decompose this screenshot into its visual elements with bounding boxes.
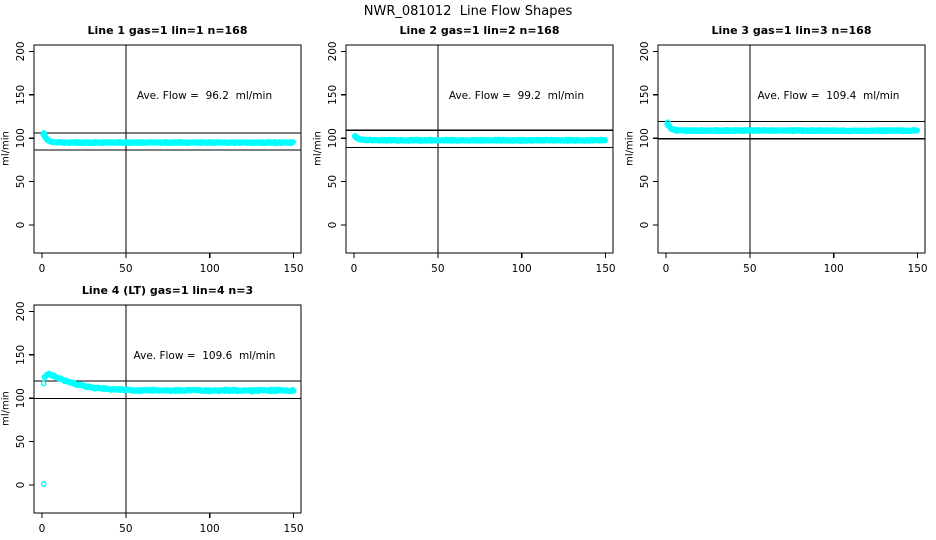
- panel-line3: Line 3 gas=1 lin=3 n=168 Ave. Flow = 109…: [624, 0, 936, 272]
- x-tick-label: 50: [743, 263, 756, 275]
- y-tick-label: 100: [327, 128, 339, 148]
- data-points-series: [40, 130, 296, 147]
- y-axis-label: ml/min: [312, 131, 324, 166]
- x-tick-label: 150: [596, 263, 616, 275]
- panel-plot: 0 50 100 150 0 50 100 150 200: [327, 41, 616, 275]
- panel-line1: Line 1 gas=1 lin=1 n=168 Ave. Flow = 96.…: [0, 0, 312, 272]
- x-tick-label: 150: [284, 263, 304, 275]
- x-tick-label: 0: [663, 263, 670, 275]
- y-tick-label: 0: [327, 222, 339, 229]
- y-tick-label: 100: [15, 128, 27, 148]
- y-tick-label: 150: [15, 85, 27, 105]
- y-tick-label: 50: [15, 175, 27, 188]
- plot-box: [345, 44, 614, 254]
- plot-box: [33, 44, 302, 254]
- x-tick-label: 100: [824, 263, 844, 275]
- y-tick-label: 0: [15, 222, 27, 229]
- y-tick-label: 150: [327, 85, 339, 105]
- y-tick-label: 200: [327, 41, 339, 61]
- y-axis-label: ml/min: [0, 131, 12, 166]
- x-tick-label: 0: [351, 263, 358, 275]
- x-tick-label: 150: [908, 263, 928, 275]
- data-points-series: [664, 119, 920, 135]
- x-tick-label: 100: [200, 263, 220, 275]
- plot-box: [657, 44, 926, 254]
- panel-title: Line 1 gas=1 lin=1 n=168: [87, 24, 248, 37]
- y-tick-label: 0: [639, 222, 651, 229]
- panel-plot: 0 50 100 150 0 50 100 150 200: [639, 41, 928, 275]
- data-point: [41, 130, 48, 137]
- y-tick-label: 200: [639, 41, 651, 61]
- x-tick-label: 0: [39, 263, 46, 275]
- ave-flow-label: Ave. Flow = 99.2 ml/min: [448, 90, 585, 102]
- panel-line4: Line 4 (LT) gas=1 lin=4 n=3 Ave. Flow = …: [0, 260, 312, 532]
- panel-title: Line 2 gas=1 lin=2 n=168: [399, 24, 560, 37]
- x-tick-label: 100: [512, 263, 532, 275]
- y-tick-label: 50: [639, 175, 651, 188]
- y-tick-label: 150: [639, 85, 651, 105]
- data-point: [352, 133, 359, 139]
- panel-line2: Line 2 gas=1 lin=2 n=168 Ave. Flow = 99.…: [312, 0, 624, 272]
- data-points-series: [351, 133, 608, 144]
- x-tick-label: 50: [119, 263, 132, 275]
- panel-title: Line 3 gas=1 lin=3 n=168: [711, 24, 872, 37]
- x-tick-label: 50: [431, 263, 444, 275]
- panel-plot: 0 50 100 150 0 50 100 150 200: [15, 41, 304, 275]
- ave-flow-label: Ave. Flow = 96.2 ml/min: [136, 90, 273, 102]
- y-axis-label: ml/min: [0, 391, 12, 426]
- data-point: [290, 139, 296, 146]
- ave-flow-label: Ave. Flow = 109.4 ml/min: [757, 90, 900, 102]
- panel-title: Line 4 (LT) gas=1 lin=4 n=3: [81, 284, 254, 297]
- main-title: NWR_081012 Line Flow Shapes: [363, 4, 573, 19]
- y-axis-label: ml/min: [624, 131, 636, 166]
- y-tick-label: 200: [15, 41, 27, 61]
- ave-flow-label: Ave. Flow = 109.6 ml/min: [133, 350, 276, 362]
- y-tick-label: 50: [327, 175, 339, 188]
- y-tick-label: 100: [639, 128, 651, 148]
- data-point: [602, 137, 608, 144]
